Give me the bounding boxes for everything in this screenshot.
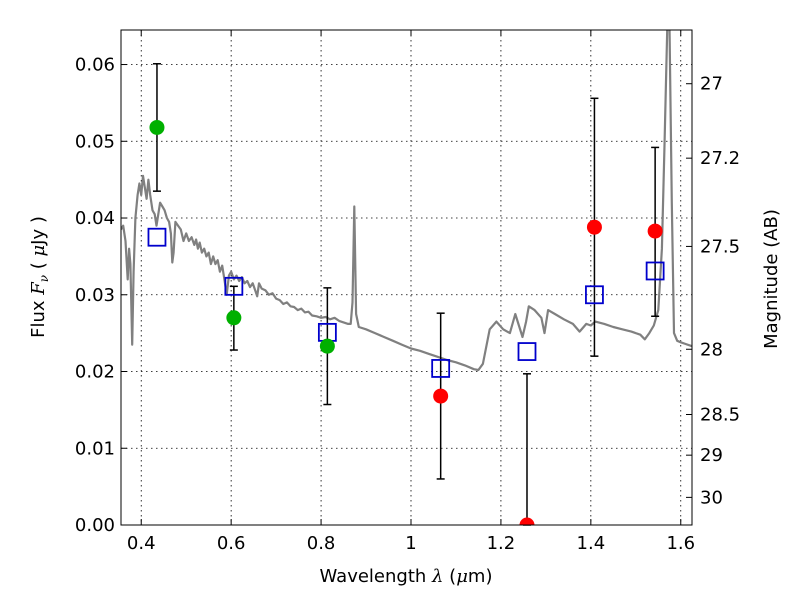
y2-tick-label: 27.5	[700, 236, 740, 257]
model-point	[585, 285, 604, 305]
observed-photometry	[149, 119, 663, 525]
y2-tick-label: 28.5	[700, 404, 740, 425]
y-tick-label: 0.06	[75, 55, 115, 76]
x-tick-label: 0.6	[217, 533, 246, 554]
y2-tick-label: 29	[700, 445, 723, 466]
model-point	[645, 261, 665, 281]
model-point	[517, 342, 537, 361]
model-point	[147, 227, 167, 247]
y2-tick-label: 30	[700, 487, 723, 508]
y2-tick-label: 28	[700, 339, 723, 360]
x-axis-title: Wavelength λ (μm)	[320, 566, 493, 587]
observed-point-red	[519, 517, 535, 525]
observed-point-green	[226, 310, 242, 326]
grid	[121, 30, 692, 525]
y2-tick-label: 27.2	[700, 148, 740, 169]
x-tick-label: 0.8	[307, 533, 336, 554]
y-tick-label: 0.02	[75, 362, 115, 383]
observed-point-green	[319, 338, 335, 354]
y2-tick-label: 27	[700, 74, 723, 95]
observed-point-red	[647, 223, 663, 239]
x-tick-label: 1.2	[487, 533, 516, 554]
y-tick-label: 0.00	[75, 515, 115, 536]
observed-point-green	[149, 119, 165, 135]
y-tick-label: 0.01	[75, 438, 115, 459]
axes-frame	[120, 29, 693, 526]
observed-point-red	[433, 388, 449, 404]
y2-axis: 27 27.2 27.5 28 28.5 29 30	[686, 74, 740, 508]
x-axis: 0.4 0.6 0.8 1 1.2 1.4 1.6	[127, 30, 695, 554]
y-tick-label: 0.03	[75, 285, 115, 306]
x-tick-label: 0.4	[127, 533, 156, 554]
x-tick-label: 1	[405, 533, 416, 554]
model-photometry	[147, 227, 665, 378]
x-tick-label: 1.4	[577, 533, 606, 554]
model-spectrum	[121, 30, 692, 372]
observed-point-red	[586, 219, 602, 235]
y2-axis-title: Magnitude (AB)	[761, 209, 782, 349]
y-tick-label: 0.05	[75, 131, 115, 152]
y-tick-label: 0.04	[75, 208, 115, 229]
x-tick-label: 1.6	[666, 533, 695, 554]
plot-frame	[120, 29, 693, 526]
y-axis: 0.00 0.01 0.02 0.03 0.04 0.05 0.06	[75, 55, 127, 536]
spectrum-line	[121, 30, 692, 372]
model-point	[224, 276, 244, 296]
model-point	[431, 359, 451, 378]
y-axis-title: Flux Fν ( μJy )	[28, 216, 51, 338]
